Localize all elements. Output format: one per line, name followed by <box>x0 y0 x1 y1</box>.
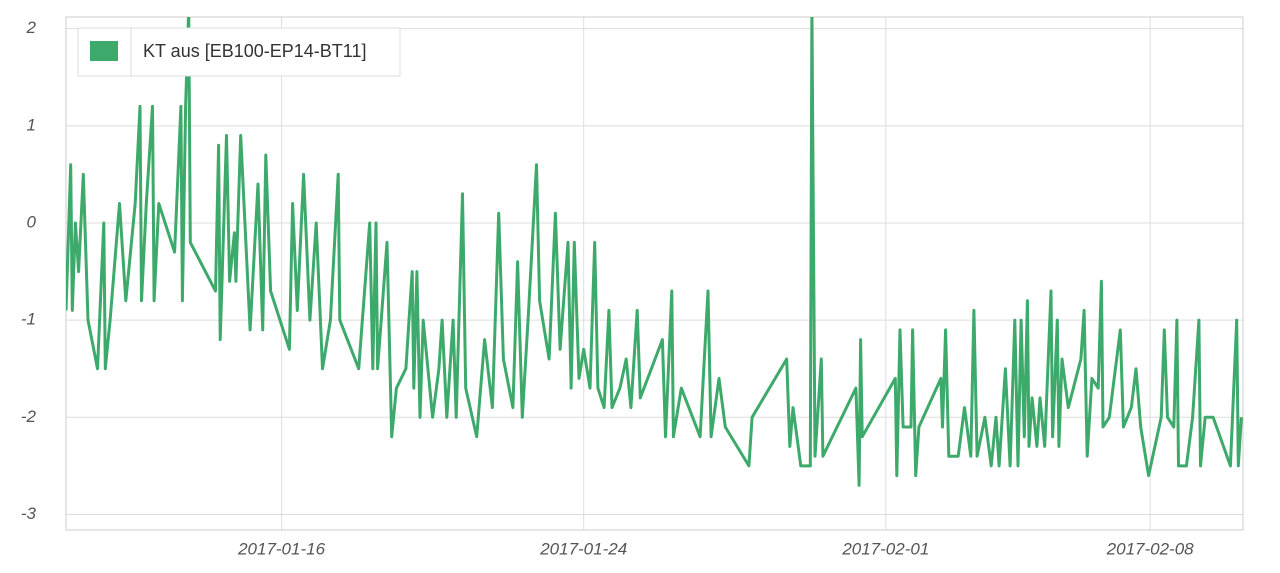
legend: KT aus [EB100-EP14-BT11] <box>77 27 401 77</box>
y-tick-label: 1 <box>27 115 36 134</box>
x-tick-label: 2017-02-01 <box>841 539 929 558</box>
y-tick-label: 2 <box>26 18 37 37</box>
legend-swatch <box>88 39 120 63</box>
legend-box <box>77 27 401 77</box>
y-tick-label: -1 <box>21 310 36 329</box>
x-tick-label: 2017-02-08 <box>1106 539 1195 558</box>
plot-frame <box>65 16 1244 531</box>
x-tick-label: 2017-01-24 <box>539 539 627 558</box>
legend-label: KT aus [EB100-EP14-BT11] <box>143 41 366 61</box>
y-tick-label: -3 <box>21 504 37 523</box>
x-tick-label: 2017-01-16 <box>237 539 326 558</box>
y-tick-label: 0 <box>27 212 37 231</box>
y-tick-label: -2 <box>21 407 37 426</box>
axis-labels: -3 -2 -1 0 1 2 2017-01-16 2017-01-24 2017-02-01 2… <box>21 18 1194 558</box>
plot-area <box>66 17 1243 487</box>
grid <box>66 17 1243 530</box>
data-line <box>66 17 1243 487</box>
